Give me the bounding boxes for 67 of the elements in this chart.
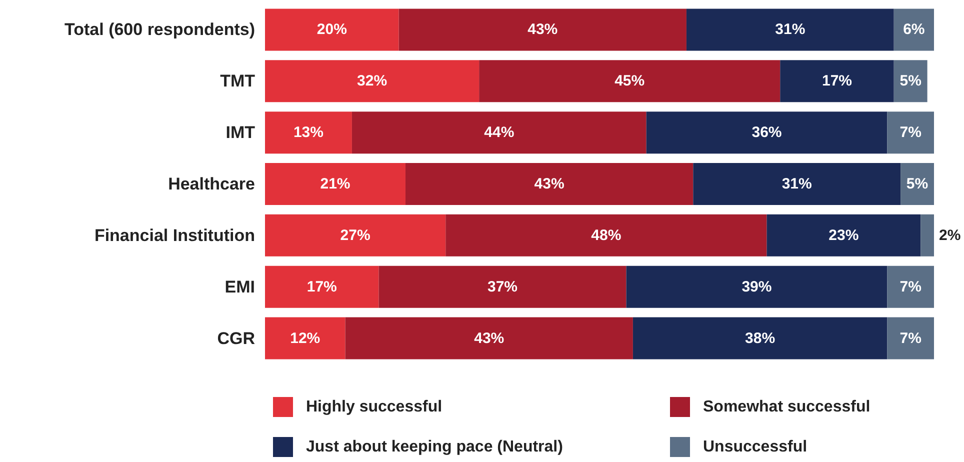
data-label: 17% xyxy=(306,278,337,296)
data-label: 44% xyxy=(484,124,514,142)
bar xyxy=(265,317,346,360)
bar xyxy=(780,60,894,102)
data-label: 12% xyxy=(290,330,320,347)
bar xyxy=(352,112,646,154)
bar xyxy=(626,266,888,308)
data-label: 43% xyxy=(534,176,564,192)
data-label: 5% xyxy=(906,176,928,192)
bar xyxy=(632,317,888,360)
data-label: 13% xyxy=(293,124,324,142)
bar xyxy=(265,266,379,308)
bar xyxy=(887,317,934,360)
bar xyxy=(646,112,888,154)
bar xyxy=(265,214,446,256)
bar xyxy=(405,163,694,205)
data-label: 20% xyxy=(316,21,347,38)
y-tick-label: Healthcare xyxy=(168,174,255,194)
data-label: 7% xyxy=(900,330,922,347)
data-label: 2% xyxy=(939,226,961,244)
y-tick-label: EMI xyxy=(224,277,255,296)
bar xyxy=(693,163,901,205)
data-label: 6% xyxy=(903,21,925,38)
data-label: 17% xyxy=(822,72,852,90)
y-tick-label: TMT xyxy=(220,72,256,91)
bar xyxy=(265,8,399,51)
data-label: 37% xyxy=(487,278,518,296)
data-label: 27% xyxy=(340,226,370,244)
data-label: 31% xyxy=(775,21,806,38)
data-label: 7% xyxy=(900,278,922,296)
data-label: 7% xyxy=(900,124,922,142)
bar xyxy=(894,8,934,51)
y-tick-label: Financial Institution xyxy=(94,226,255,245)
bar xyxy=(894,60,928,102)
bar xyxy=(398,8,686,51)
data-label: 38% xyxy=(745,330,776,347)
bar xyxy=(265,60,480,102)
bar xyxy=(920,214,934,256)
data-label: 23% xyxy=(828,226,859,244)
bar xyxy=(887,266,934,308)
y-tick-label: IMT xyxy=(226,123,256,142)
data-label: 32% xyxy=(357,72,388,90)
bar xyxy=(686,8,894,51)
bar xyxy=(766,214,921,256)
y-tick-label: Total (600 respondents) xyxy=(64,20,255,40)
data-label: 43% xyxy=(474,330,504,347)
bar xyxy=(900,163,934,205)
data-label: 21% xyxy=(320,176,350,192)
bar xyxy=(446,214,767,256)
data-label: 48% xyxy=(591,226,622,244)
data-label: 36% xyxy=(752,124,782,142)
bar xyxy=(265,112,352,154)
bar xyxy=(265,163,406,205)
bar xyxy=(378,266,626,308)
legend-label: Just about keeping pace (Neutral) xyxy=(306,438,563,456)
bar xyxy=(479,60,780,102)
bar xyxy=(887,112,934,154)
data-label: 43% xyxy=(528,21,558,38)
data-label: 31% xyxy=(782,176,812,192)
data-label: 45% xyxy=(614,72,645,90)
data-label: 5% xyxy=(900,72,922,90)
legend-label: Somewhat successful xyxy=(703,398,870,416)
y-tick-label: CGR xyxy=(217,328,255,348)
legend-label: Highly successful xyxy=(306,398,442,416)
legend-label: Unsuccessful xyxy=(703,438,808,456)
bar xyxy=(345,317,633,360)
data-label: 39% xyxy=(742,278,772,296)
